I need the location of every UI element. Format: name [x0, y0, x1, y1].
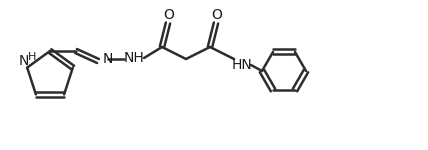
Text: O: O — [163, 8, 175, 22]
Text: H: H — [28, 52, 36, 62]
Text: O: O — [211, 8, 223, 22]
Text: N: N — [19, 54, 30, 68]
Text: NH: NH — [124, 51, 144, 65]
Text: HN: HN — [232, 58, 253, 72]
Text: N: N — [103, 52, 113, 66]
